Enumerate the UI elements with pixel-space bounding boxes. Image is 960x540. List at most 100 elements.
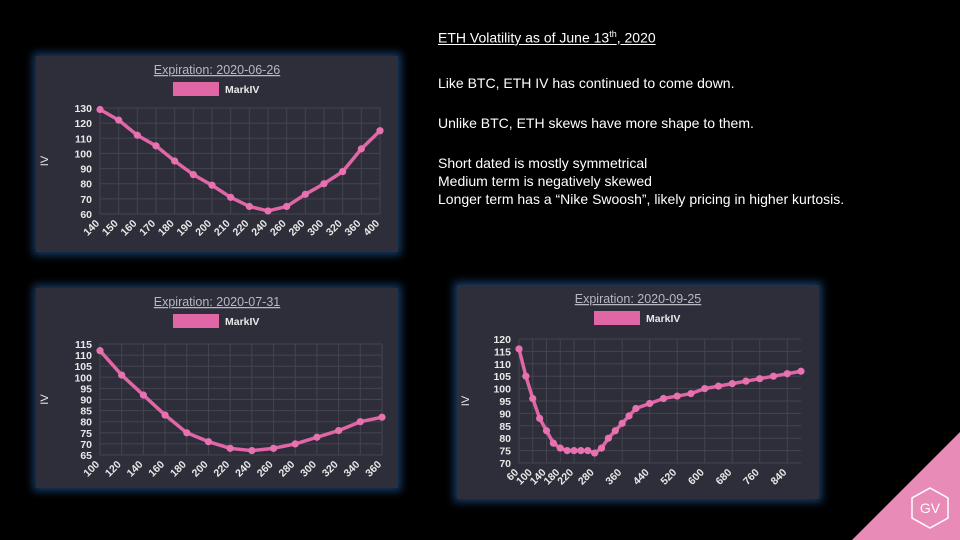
x-tick-label: 440 (631, 467, 652, 488)
x-tick-label: 320 (320, 459, 341, 480)
data-point (769, 372, 778, 380)
legend-label: MarkIV (225, 84, 259, 96)
data-point (597, 444, 606, 452)
chart-title: Expiration: 2020-07-31 (154, 295, 281, 309)
x-tick-label: 120 (103, 459, 124, 480)
x-tick-label: 320 (324, 218, 345, 239)
data-point (556, 444, 564, 452)
data-point (204, 438, 213, 446)
x-tick-label: 280 (276, 459, 297, 480)
data-point (133, 131, 141, 139)
data-point (118, 371, 126, 379)
data-point (248, 446, 256, 455)
series-line-markiv (98, 348, 384, 453)
x-tick-label: 160 (119, 218, 140, 239)
y-tick-label: 120 (493, 334, 511, 346)
data-point (632, 404, 640, 413)
y-tick-label: 100 (74, 372, 92, 384)
y-tick-label: 65 (80, 450, 92, 462)
legend-label: MarkIV (646, 313, 680, 325)
data-point (687, 389, 695, 398)
commentary-line: Medium term is negatively skewed (438, 172, 652, 189)
data-point (301, 190, 309, 198)
x-tick-label: 220 (555, 467, 576, 488)
x-tick-label: 280 (287, 218, 308, 239)
data-point (701, 385, 709, 393)
data-point (611, 427, 619, 435)
data-point (339, 168, 347, 176)
chart-panel-2020-06-26: Expiration: 2020-06-26 MarkIV 60 70 80 90 100 1… (36, 56, 398, 252)
data-point (227, 193, 235, 201)
iv-chart: Expiration: 2020-06-26 MarkIV 60 70 80 90 100 1… (39, 63, 384, 239)
data-point (563, 447, 571, 455)
y-axis-label: IV (460, 395, 472, 406)
iv-chart: Expiration: 2020-07-31 MarkIV 657075808590… (39, 295, 386, 480)
gv-logo: GV (852, 432, 960, 540)
data-point (376, 127, 384, 135)
y-tick-label: 70 (80, 194, 92, 206)
x-tick-label: 260 (255, 459, 276, 480)
legend-swatch (594, 311, 640, 325)
data-point (264, 207, 272, 215)
data-point (183, 429, 191, 437)
data-point (536, 414, 544, 422)
y-tick-label: 80 (80, 179, 92, 191)
data-point (161, 411, 169, 419)
y-tick-label: 115 (75, 339, 92, 351)
y-tick-label: 70 (499, 458, 511, 470)
data-point (756, 375, 764, 383)
x-tick-label: 840 (768, 467, 789, 488)
data-point (189, 171, 197, 179)
y-tick-label: 95 (80, 383, 92, 395)
data-point (378, 413, 386, 421)
x-tick-label: 190 (175, 218, 196, 239)
y-tick-label: 90 (499, 408, 511, 420)
chart-title: Expiration: 2020-09-25 (575, 292, 702, 306)
data-point (604, 434, 613, 442)
y-tick-label: 100 (493, 384, 511, 396)
iv-chart: Expiration: 2020-09-25 MarkIV 707580859095… (460, 292, 805, 488)
data-point (584, 447, 592, 455)
y-axis-label: IV (39, 155, 51, 166)
x-tick-label: 150 (100, 218, 121, 239)
data-point (283, 202, 291, 211)
y-tick-label: 70 (80, 439, 92, 451)
x-tick-label: 600 (686, 467, 707, 488)
x-tick-label: 140 (125, 459, 146, 480)
data-point (291, 440, 299, 448)
x-tick-label: 360 (343, 218, 364, 239)
y-tick-label: 100 (74, 148, 92, 160)
chart-panel-2020-09-25: Expiration: 2020-09-25 MarkIV 70 75 80 85 90 95… (457, 285, 819, 499)
data-point (269, 444, 278, 452)
chart-title: Expiration: 2020-06-26 (154, 63, 281, 77)
data-point (115, 116, 123, 124)
data-point (570, 447, 578, 455)
x-tick-label: 260 (268, 218, 289, 239)
data-point (529, 394, 537, 403)
x-tick-label: 170 (137, 218, 158, 239)
legend-swatch (173, 314, 219, 328)
x-tick-label: 160 (146, 459, 167, 480)
y-tick-label: 85 (499, 421, 511, 433)
x-tick-label: 300 (305, 218, 326, 239)
commentary-line: Short dated is mostly symmetrical (438, 154, 648, 171)
data-point (335, 426, 343, 435)
logo-text: GV (920, 500, 941, 516)
legend-label: MarkIV (225, 316, 259, 328)
data-point (618, 419, 626, 427)
legend-swatch (173, 82, 219, 96)
x-tick-label: 240 (249, 218, 270, 239)
data-point (320, 180, 328, 188)
y-tick-label: 120 (74, 118, 92, 130)
y-tick-label: 95 (499, 396, 511, 408)
y-tick-label: 75 (499, 446, 511, 458)
x-tick-label: 220 (211, 459, 232, 480)
data-point (673, 392, 681, 400)
x-tick-label: 520 (658, 467, 679, 488)
y-axis-label: IV (39, 394, 51, 405)
y-tick-label: 80 (80, 417, 92, 429)
commentary-line: Like BTC, ETH IV has continued to come d… (438, 74, 735, 91)
chart-panel-2020-07-31: Expiration: 2020-07-31 MarkIV 65 70 75 80 85 90… (36, 288, 398, 488)
data-point (208, 181, 216, 189)
data-point (797, 367, 805, 375)
